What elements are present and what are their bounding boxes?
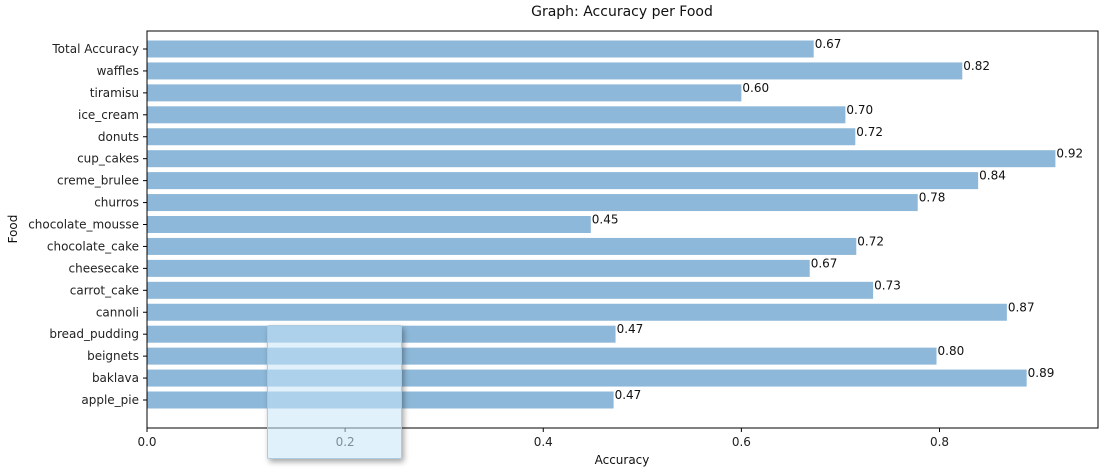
value-label-chocolate_mousse: 0.45 [592,213,619,227]
chart-title: Graph: Accuracy per Food [531,4,713,20]
bar-cup_cakes [147,150,1056,168]
category-label-tiramisu: tiramisu [90,86,139,100]
x-tick-label: 0.6 [732,435,751,449]
category-label-chocolate_mousse: chocolate_mousse [28,218,139,232]
value-label-tiramisu: 0.60 [742,81,769,95]
category-label-cup_cakes: cup_cakes [77,152,139,166]
value-label-creme_brulee: 0.84 [979,169,1006,183]
value-labels-group: 0.67 0.82 0.60 0.70 0.72 0.92 0.84 0.78 0.45 0.72… [592,37,1083,402]
value-label-cup_cakes: 0.92 [1056,147,1083,161]
x-tick-label: 0.4 [534,435,553,449]
category-label-churros: churros [94,196,139,210]
category-label-baklava: baklava [92,371,139,385]
category-label-apple_pie: apple_pie [81,393,139,407]
value-label-cannoli: 0.87 [1008,300,1035,314]
category-label-ice_cream: ice_cream [78,108,139,122]
value-label-chocolate_cake: 0.72 [857,234,884,248]
value-label-cheesecake: 0.67 [811,256,838,270]
category-label-chocolate_cake: chocolate_cake [47,239,139,253]
value-label-beignets: 0.80 [938,344,965,358]
x-axis: 0.00.20.40.60.8 [137,428,949,449]
bar-beignets [147,347,937,365]
bar-waffles [147,62,963,80]
category-label-cannoli: cannoli [96,305,139,319]
category-label-waffles: waffles [97,64,139,78]
category-label-carrot_cake: carrot_cake [70,283,139,297]
value-label-apple_pie: 0.47 [615,388,642,402]
bar-carrot_cake [147,281,874,299]
value-label-bread_pudding: 0.47 [617,322,644,336]
value-label-ice_cream: 0.70 [846,103,873,117]
value-label-donuts: 0.72 [856,125,883,139]
bar-donuts [147,128,856,146]
y-axis: Total Accuracy waffles tiramisu ice_creamdo… [28,42,147,407]
plot-frame [146,30,1099,429]
bar-tiramisu [147,84,742,102]
value-label-Total Accuracy: 0.67 [815,37,842,51]
bar-chocolate_mousse [147,216,591,233]
x-tick-label: 0.0 [137,435,156,449]
bar-chocolate_cake [147,237,857,255]
bar-Total Accuracy [147,40,814,58]
category-label-beignets: beignets [87,349,139,363]
category-label-creme_brulee: creme_brulee [57,174,139,188]
bar-churros [147,194,918,212]
bar-ice_cream [147,106,846,124]
value-label-churros: 0.78 [919,191,946,205]
category-label-Total Accuracy: Total Accuracy [51,42,139,56]
bar-cannoli [147,303,1007,321]
value-label-waffles: 0.82 [963,59,990,73]
y-axis-title: Food [6,215,20,244]
x-axis-title: Accuracy [595,453,650,467]
category-label-cheesecake: cheesecake [69,261,139,275]
category-label-donuts: donuts [98,130,139,144]
value-label-carrot_cake: 0.73 [874,278,901,292]
bar-cheesecake [147,259,810,277]
value-label-baklava: 0.89 [1028,366,1055,380]
selection-overlay[interactable] [267,325,402,459]
bar-creme_brulee [147,172,979,190]
x-tick-label: 0.8 [930,435,949,449]
category-label-bread_pudding: bread_pudding [49,327,139,341]
